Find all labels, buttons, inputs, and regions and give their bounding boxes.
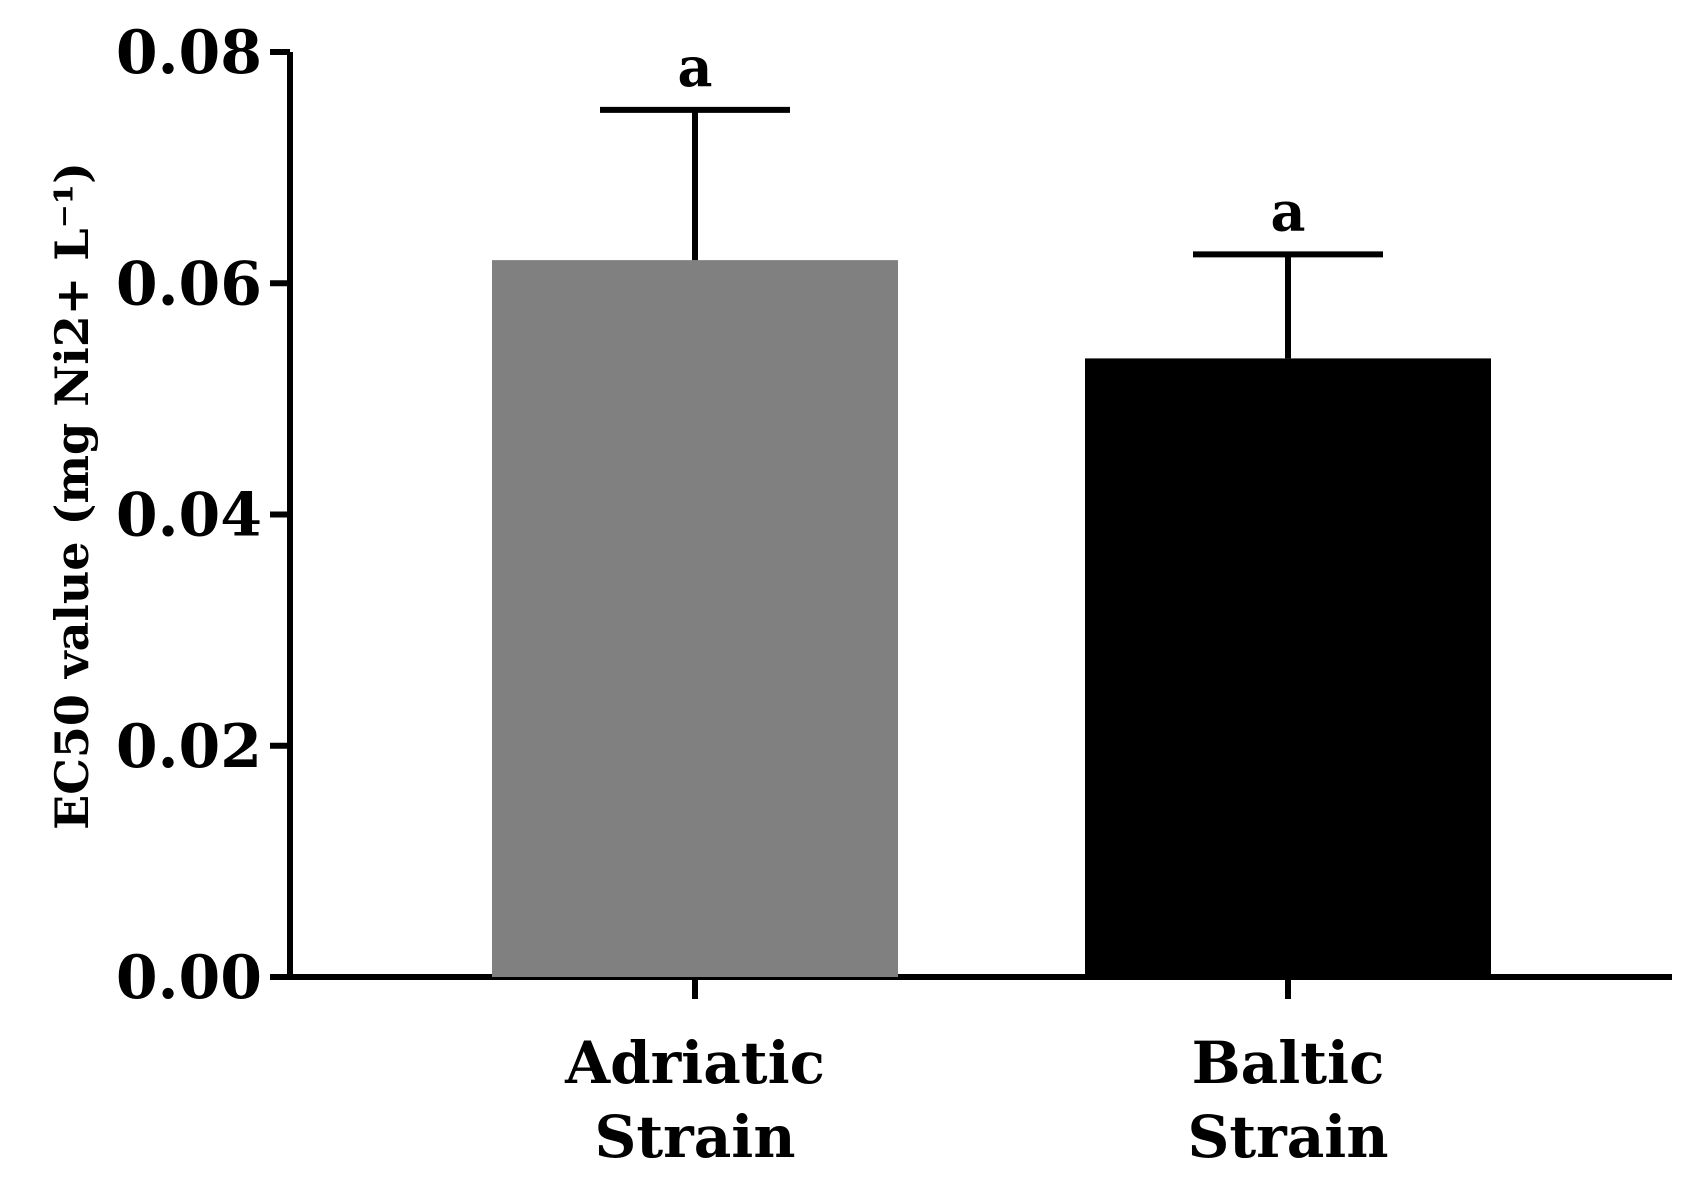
y-tick-label: 0.08 xyxy=(116,18,262,88)
significance-letter: a xyxy=(1271,179,1306,243)
significance-letter: a xyxy=(678,35,713,99)
y-ticks: 0.00 0.02 0.04 0.06 0.08 xyxy=(116,18,290,1013)
significance-labels: aa xyxy=(678,35,1306,244)
y-tick-label: 0.00 xyxy=(116,943,262,1013)
y-tick-label: 0.02 xyxy=(116,712,262,782)
y-tick-label: 0.04 xyxy=(116,481,262,551)
y-tick-label: 0.06 xyxy=(116,249,262,319)
bar xyxy=(492,260,898,977)
x-category-label: Strain xyxy=(1187,1103,1388,1171)
error-bars xyxy=(600,106,1383,359)
bar xyxy=(1085,358,1491,977)
x-category-label: Strain xyxy=(594,1103,795,1171)
x-category-label: Adriatic xyxy=(564,1029,825,1097)
bars xyxy=(492,260,1491,977)
y-axis-label: EC50 value (mg Ni2+ L⁻¹) xyxy=(45,162,99,830)
x-category-label: Baltic xyxy=(1192,1029,1385,1097)
